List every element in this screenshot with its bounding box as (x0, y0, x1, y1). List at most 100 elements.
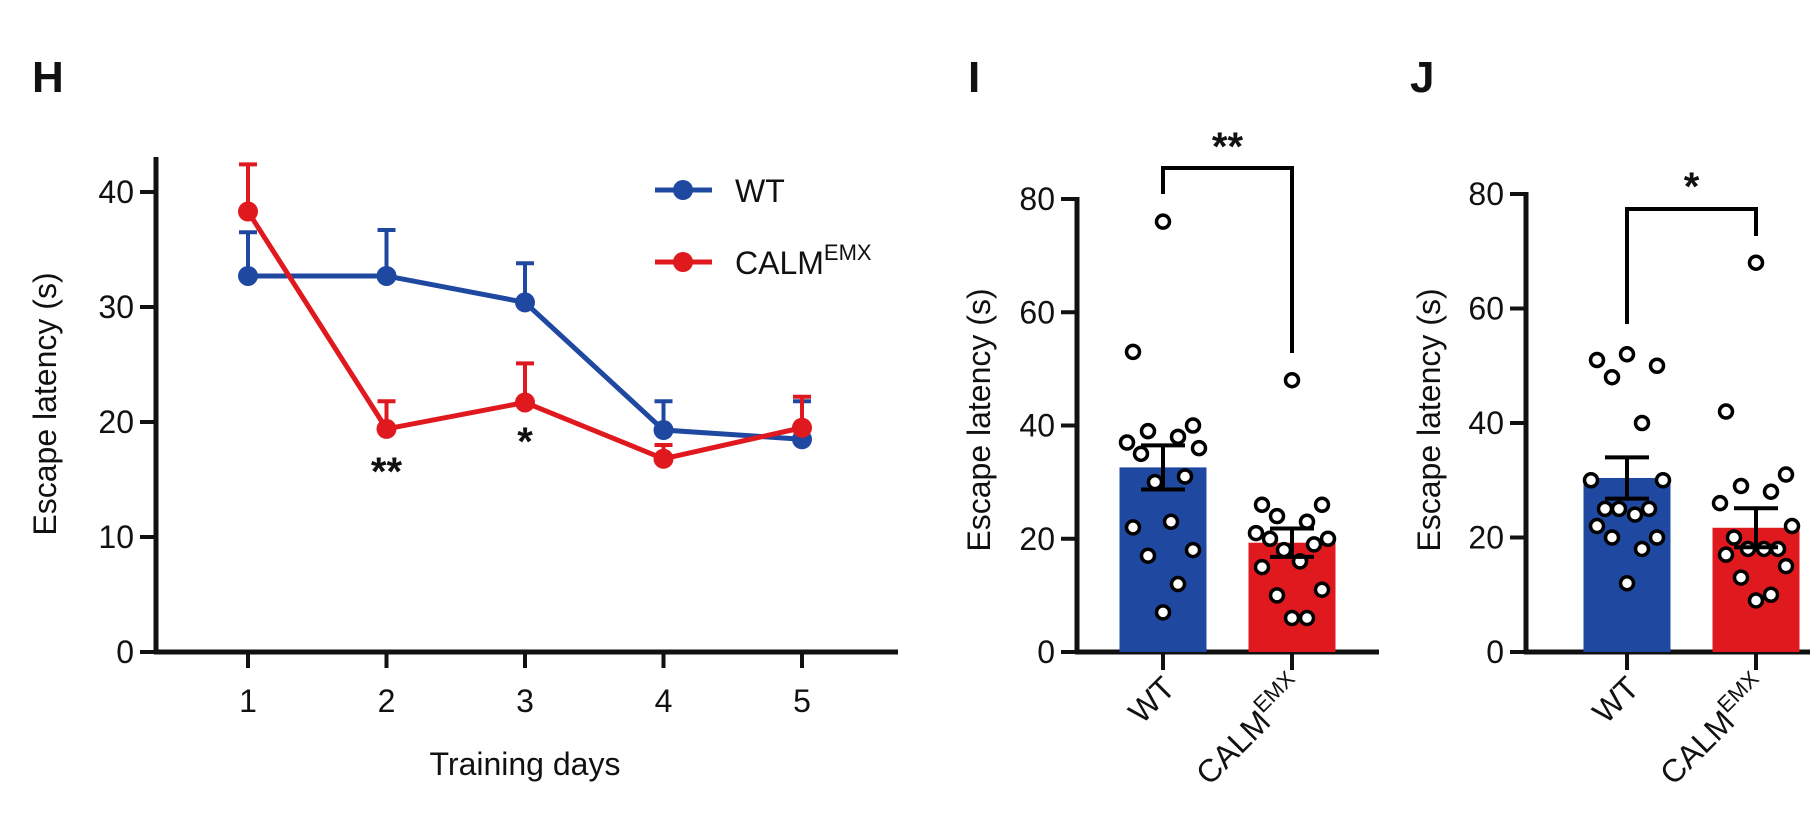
data-point-calm (1762, 586, 1780, 603)
x-tick-label-h: 3 (516, 683, 534, 719)
data-point-wt (1154, 213, 1172, 230)
data-point-wt (1139, 547, 1157, 564)
data-point-wt (1176, 468, 1194, 485)
data-point-wt (1654, 472, 1672, 489)
legend-label-wt: WT (735, 173, 785, 209)
data-point-calm (1732, 569, 1750, 586)
line-chart-h: Escape latency (s) Training days WT CALM… (27, 157, 898, 782)
category-label-wt: WT (1121, 669, 1182, 730)
data-point-calm (1777, 557, 1795, 575)
data-point-calm (1313, 581, 1331, 598)
data-point-calm (1305, 536, 1323, 553)
data-point-wt (1169, 428, 1187, 446)
data-point-wt (1162, 513, 1180, 531)
data-point-calm (1747, 592, 1765, 609)
data-point-calm (1762, 483, 1780, 500)
bar-wt (1119, 467, 1207, 652)
data-point-wt (1169, 575, 1187, 593)
data-point-wt (1648, 357, 1666, 374)
data-point-wt (1124, 519, 1142, 536)
data-point-wt (1184, 541, 1202, 559)
significance-marker: ** (371, 450, 403, 494)
data-point-calm (1725, 529, 1743, 546)
bar-wt (1583, 477, 1671, 652)
y-tick-label: 40 (1468, 405, 1504, 441)
data-point-wt (1184, 417, 1202, 434)
data-point-wt (1633, 414, 1651, 432)
data-point-wt (515, 292, 535, 313)
data-point-wt (1603, 529, 1621, 546)
category-label-calm: CALMEMX (1185, 666, 1311, 792)
data-point-calm (1319, 530, 1337, 547)
significance-marker: * (1684, 165, 1700, 209)
legend-label-calm: CALMEMX (735, 240, 872, 281)
y-tick-label: 20 (1019, 521, 1055, 557)
data-point-wt (1146, 473, 1164, 491)
data-point-calm (1247, 524, 1265, 542)
y-axis-label-j: Escape latency (s) (1411, 288, 1447, 551)
data-point-calm (1283, 371, 1301, 389)
data-point-wt (1132, 445, 1150, 463)
x-tick-label-h: 5 (793, 683, 811, 719)
data-point-wt (1618, 575, 1636, 592)
data-point-wt (238, 265, 258, 286)
data-point-wt (1588, 351, 1606, 369)
x-tick-label-h: 2 (378, 683, 396, 719)
category-label-wt: WT (1585, 669, 1646, 730)
category-label-calm: CALMEMX (1649, 666, 1775, 792)
data-point-wt (1648, 529, 1666, 546)
significance-bracket (1625, 207, 1758, 324)
data-point-wt (1190, 439, 1208, 457)
data-point-calm (1717, 546, 1735, 563)
data-point-calm (1313, 496, 1331, 514)
data-point-wt (653, 420, 674, 441)
data-point-calm (1298, 609, 1316, 627)
data-point-calm (1261, 530, 1279, 547)
x-tick-label-h: 4 (655, 683, 673, 719)
y-tick-label-h: 20 (98, 404, 134, 440)
significance-marker: ** (1212, 125, 1244, 169)
data-point-calm (238, 201, 258, 222)
data-point-calm (1298, 513, 1316, 531)
y-tick-label-h: 40 (98, 174, 134, 210)
data-point-calm (1253, 558, 1271, 576)
data-point-calm (376, 418, 397, 439)
y-tick-label: 0 (1037, 634, 1055, 670)
data-point-wt (1124, 343, 1142, 361)
data-point-calm (1268, 587, 1286, 604)
data-point-calm (653, 448, 674, 469)
x-axis-label-h: Training days (430, 746, 621, 782)
panel-label-j: J (1410, 53, 1434, 102)
data-point-calm (792, 417, 812, 438)
data-point-calm (1777, 466, 1795, 483)
y-tick-label: 60 (1468, 291, 1504, 327)
legend-marker-wt (673, 180, 693, 200)
data-point-calm (1268, 507, 1286, 525)
legend: WT CALMEMX (655, 173, 872, 281)
data-point-wt (1603, 368, 1621, 386)
y-tick-label: 0 (1486, 634, 1504, 670)
data-point-wt (1618, 346, 1636, 363)
data-point-calm (1783, 517, 1801, 535)
y-tick-label: 80 (1019, 181, 1055, 217)
y-axis-label-h: Escape latency (s) (27, 272, 63, 535)
data-point-wt (1633, 540, 1651, 558)
y-tick-label: 40 (1019, 408, 1055, 444)
data-point-calm (1717, 403, 1735, 420)
data-point-wt (1154, 604, 1172, 621)
data-point-calm (1283, 609, 1301, 627)
significance-marker: * (517, 420, 533, 464)
y-tick-label: 20 (1468, 520, 1504, 556)
data-point-calm (1732, 477, 1750, 495)
panel-label-i: I (968, 53, 980, 102)
y-tick-label-h: 10 (98, 519, 134, 555)
data-point-calm (1747, 254, 1765, 271)
data-point-wt (376, 265, 397, 286)
y-tick-label: 60 (1019, 294, 1055, 330)
y-axis-label-i: Escape latency (s) (961, 288, 997, 551)
y-tick-label: 80 (1468, 176, 1504, 212)
data-point-calm (515, 392, 535, 413)
y-tick-label-h: 30 (98, 289, 134, 325)
data-point-wt (1582, 472, 1600, 489)
